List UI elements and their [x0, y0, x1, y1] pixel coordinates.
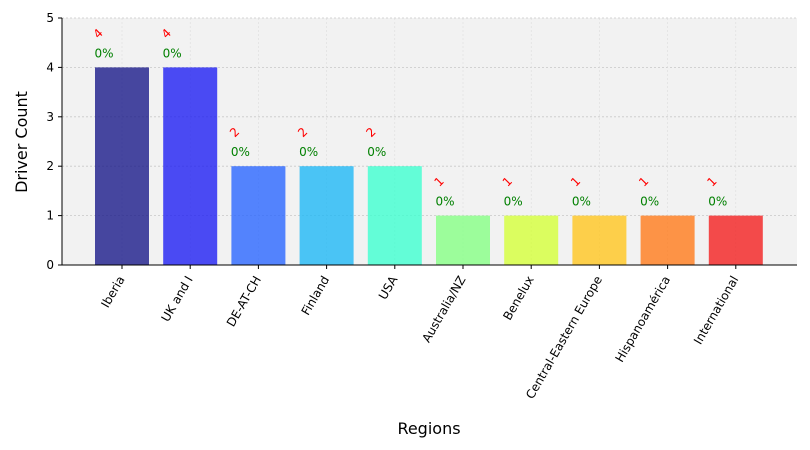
percent-label: 0% [231, 145, 250, 159]
x-tick-label: International [691, 274, 741, 347]
y-tick-label: 3 [46, 110, 54, 124]
y-axis-title: Driver Count [12, 91, 31, 193]
percent-label: 0% [299, 145, 318, 159]
y-tick-label: 2 [46, 159, 54, 173]
percent-label: 0% [708, 195, 727, 209]
x-tick-label: Hispanoamérica [612, 274, 673, 365]
x-tick-label: Iberia [98, 274, 127, 311]
x-tick-label: UK and I [158, 274, 195, 325]
x-tick-label: USA [376, 273, 401, 302]
y-tick-label: 4 [46, 60, 54, 74]
x-tick-label: Central-Eastern Europe [523, 274, 605, 402]
percent-label: 0% [640, 195, 659, 209]
x-tick-label: DE-AT-CH [224, 274, 264, 330]
bar [231, 166, 286, 265]
bar [572, 215, 627, 265]
x-tick-label: Australia/NZ [419, 274, 468, 345]
y-ticks: 0 1 2 3 4 5 [46, 11, 62, 272]
bar [708, 215, 763, 265]
y-tick-label: 0 [46, 258, 54, 272]
percent-label: 0% [367, 145, 386, 159]
bar [367, 166, 422, 265]
percent-label: 0% [572, 195, 591, 209]
bar [504, 215, 559, 265]
bar [299, 166, 354, 265]
x-tick-label: Finland [299, 274, 333, 318]
percent-label: 0% [504, 195, 523, 209]
x-ticks: Iberia UK and I DE-AT-CH Finland USA Australi… [98, 265, 741, 401]
bar [640, 215, 695, 265]
percent-label: 0% [435, 195, 454, 209]
bars [95, 67, 763, 266]
x-tick-label: Benelux [500, 274, 536, 323]
bar [436, 215, 490, 265]
bar [163, 67, 218, 266]
y-tick-label: 5 [46, 11, 54, 25]
percent-label: 0% [163, 46, 182, 60]
y-tick-label: 1 [46, 209, 54, 223]
bar [95, 67, 149, 266]
x-axis-title: Regions [397, 419, 460, 438]
percent-label: 0% [94, 46, 113, 60]
